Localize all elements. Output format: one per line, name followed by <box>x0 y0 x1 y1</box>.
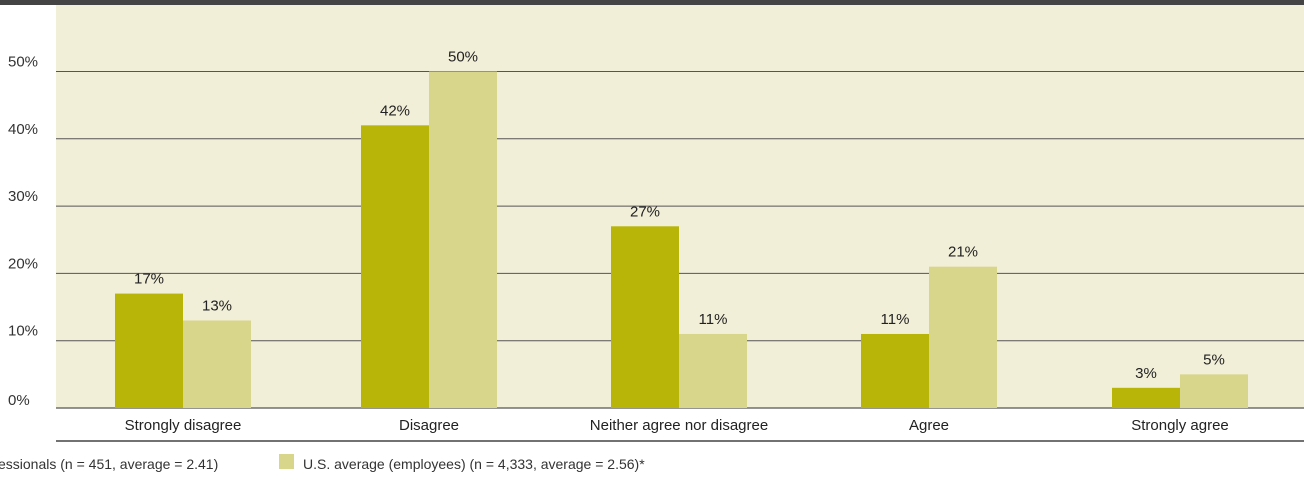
top-frame-bar <box>0 0 1304 5</box>
category-label-1: Disagree <box>399 417 459 434</box>
bars: 17% 42% 27% 11% 3% 13% 50% 11% 21% 5% <box>115 49 1248 408</box>
bar-series1-2 <box>611 226 679 408</box>
value-label-series1-4: 3% <box>1135 365 1157 382</box>
value-label-series2-2: 11% <box>699 311 728 328</box>
bar-series2-2 <box>679 333 747 408</box>
value-label-series1-1: 42% <box>380 102 410 119</box>
legend-label-series2: U.S. average (employees) (n = 4,333, ave… <box>303 456 645 472</box>
bar-series2-4 <box>1180 374 1248 408</box>
category-label-4: Strongly agree <box>1131 417 1229 434</box>
y-tick-label-10: 10% <box>8 323 38 340</box>
y-axis: 0% 10% 20% 30% 40% 50% <box>8 54 38 410</box>
value-label-series2-0: 13% <box>202 298 232 315</box>
value-label-series1-2: 27% <box>630 203 660 220</box>
value-label-series2-4: 5% <box>1203 351 1225 368</box>
bar-series1-1 <box>361 125 429 408</box>
y-tick-label-30: 30% <box>8 188 38 205</box>
category-label-0: Strongly disagree <box>125 417 242 434</box>
category-label-3: Agree <box>909 417 949 434</box>
y-tick-label-20: 20% <box>8 255 38 272</box>
y-tick-label-40: 40% <box>8 121 38 138</box>
bar-series2-0 <box>183 320 251 408</box>
value-label-series2-1: 50% <box>448 49 478 66</box>
bar-series1-4 <box>1112 387 1180 408</box>
bar-series1-0 <box>115 293 183 408</box>
bar-series2-1 <box>429 71 497 408</box>
x-axis: Strongly disagree Disagree Neither agree n… <box>125 417 1229 434</box>
category-label-2: Neither agree nor disagree <box>590 417 768 434</box>
value-label-series1-0: 17% <box>134 271 164 288</box>
legend-swatch-series2 <box>279 454 294 469</box>
y-tick-label-50: 50% <box>8 54 38 71</box>
bar-series2-3 <box>929 266 997 408</box>
value-label-series1-3: 11% <box>881 311 910 328</box>
legend-label-series1: essionals (n = 451, average = 2.41) <box>0 456 218 472</box>
value-label-series2-3: 21% <box>948 244 978 261</box>
y-tick-label-0: 0% <box>8 392 30 409</box>
legend: essionals (n = 451, average = 2.41) U.S. … <box>0 454 645 472</box>
bar-series1-3 <box>861 333 929 408</box>
